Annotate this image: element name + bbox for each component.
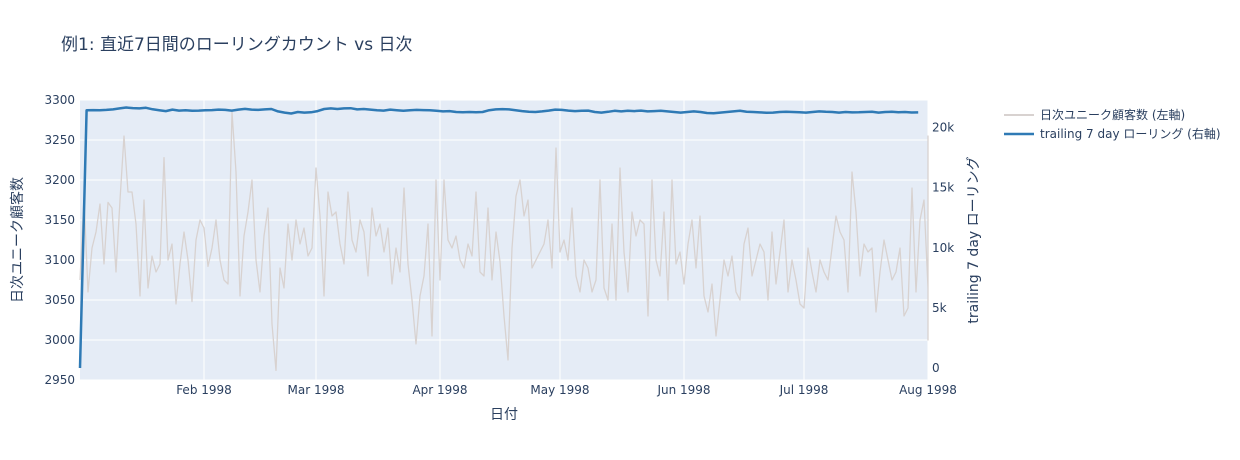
y-left-tick-label: 3250 [44,133,75,147]
plot-background [80,100,928,380]
y-left-tick-label: 3200 [44,173,75,187]
y-right-tick-label: 15k [932,181,954,195]
x-tick-label: Feb 1998 [176,383,232,397]
legend[interactable]: 日次ユニーク顧客数 (左軸) trailing 7 day ローリング (右軸) [1004,107,1221,141]
legend-item-rolling[interactable]: trailing 7 day ローリング (右軸) [1004,126,1221,141]
x-tick-label: Jun 1998 [656,383,710,397]
y-axis-right-title: trailing 7 day ローリング [966,156,982,323]
y-left-tick-label: 3150 [44,213,75,227]
legend-item-daily[interactable]: 日次ユニーク顧客数 (左軸) [1004,107,1185,122]
y-right-tick-label: 10k [932,241,954,255]
y-right-tick-label: 5k [932,301,947,315]
y-left-tick-label: 3100 [44,253,75,267]
legend-label-daily: 日次ユニーク顧客数 (左軸) [1040,107,1185,122]
x-tick-label: Jul 1998 [779,383,829,397]
chart-title: 例1: 直近7日間のローリングカウント vs 日次 [61,35,413,55]
x-tick-label: May 1998 [530,383,589,397]
y-left-tick-label: 2950 [44,373,75,387]
tick-labels: 2950 3000 3050 3100 3150 3200 3250 3300 0 5k 10k 15… [44,93,956,397]
x-tick-label: Aug 1998 [899,383,957,397]
y-left-tick-label: 3300 [44,93,75,107]
x-axis-title: 日付 [490,407,518,423]
x-tick-label: Apr 1998 [412,383,467,397]
x-tick-label: Mar 1998 [288,383,345,397]
y-axis-left-title: 日次ユニーク顧客数 [9,177,26,303]
grid-lines [80,99,929,381]
legend-label-rolling: trailing 7 day ローリング (右軸) [1040,126,1221,141]
y-left-tick-label: 3000 [44,333,75,347]
series-layer [78,106,929,372]
series-rolling-line[interactable] [78,106,919,369]
y-right-tick-label: 20k [932,121,954,135]
y-right-tick-label: 0 [932,361,940,375]
y-left-tick-label: 3050 [44,293,75,307]
series-daily-line[interactable] [79,111,929,372]
